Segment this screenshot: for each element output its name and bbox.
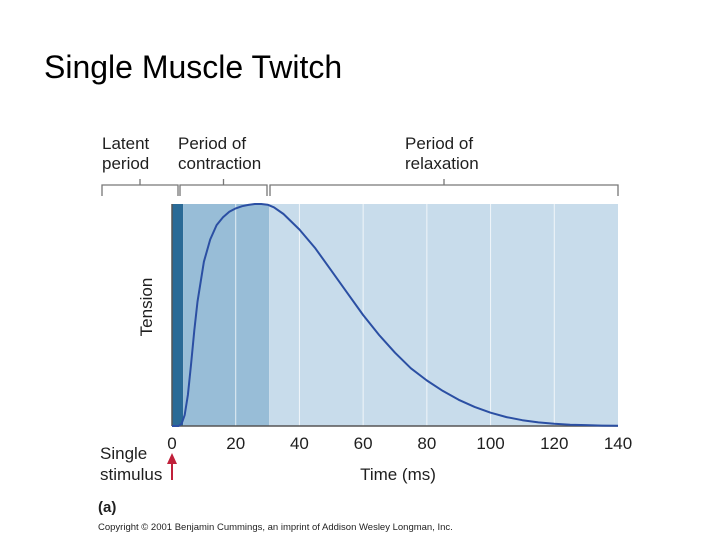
x-tick-label: 40 — [290, 434, 309, 453]
phase-label-latent-line2: period — [102, 154, 149, 173]
x-tick-label: 80 — [417, 434, 436, 453]
x-tick-labels: 0 20 40 60 80 100 120 140 — [167, 434, 632, 453]
contraction-period-band — [183, 204, 270, 426]
tension-curve — [172, 203, 619, 427]
phase-label-latent: Latent period — [102, 134, 150, 173]
y-axis-label: Tension — [137, 278, 156, 337]
phase-brackets — [101, 179, 619, 196]
slide-title: Single Muscle Twitch — [44, 49, 343, 85]
x-tick-label: 0 — [167, 434, 176, 453]
stimulus-arrow-icon — [167, 453, 177, 480]
phase-label-relaxation-line2: relaxation — [405, 154, 479, 173]
panel-label: (a) — [98, 499, 116, 516]
x-tick-label: 60 — [354, 434, 373, 453]
phase-label-latent-line1: Latent — [102, 134, 150, 153]
copyright-text: Copyright © 2001 Benjamin Cummings, an i… — [98, 522, 453, 533]
x-axis-label: Time (ms) — [360, 465, 436, 484]
x-tick-label: 20 — [226, 434, 245, 453]
x-tick-label: 140 — [604, 434, 632, 453]
phase-label-contraction: Period of contraction — [178, 134, 261, 173]
latent-period-band — [172, 204, 184, 426]
x-tick-label: 120 — [540, 434, 568, 453]
phase-bracket — [179, 179, 268, 196]
phase-label-contraction-line2: contraction — [178, 154, 261, 173]
relaxation-period-band — [269, 204, 618, 426]
phase-bracket — [269, 179, 619, 196]
phase-label-relaxation: Period of relaxation — [405, 134, 479, 173]
x-tick-label: 100 — [476, 434, 504, 453]
phase-bracket — [101, 179, 179, 196]
stimulus-label-line2: stimulus — [100, 465, 162, 484]
stimulus-label: Single stimulus — [100, 444, 162, 484]
phase-label-contraction-line1: Period of — [178, 134, 246, 153]
stimulus-label-line1: Single — [100, 444, 147, 463]
phase-label-relaxation-line1: Period of — [405, 134, 473, 153]
